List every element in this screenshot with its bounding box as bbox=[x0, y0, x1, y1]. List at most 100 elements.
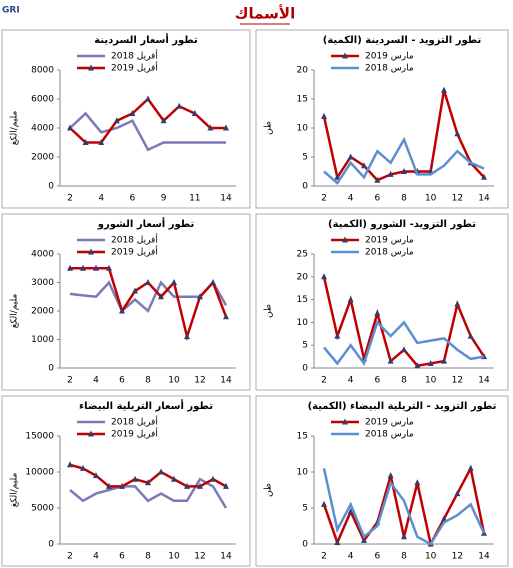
series-line bbox=[323, 320, 485, 367]
y-tick-label: 10000 bbox=[25, 468, 54, 478]
marker bbox=[197, 482, 203, 489]
x-tick-label: 6 bbox=[374, 376, 380, 386]
y-tick-label: 15 bbox=[297, 432, 308, 442]
marker bbox=[321, 500, 327, 507]
series-line bbox=[69, 477, 228, 509]
marker bbox=[158, 293, 164, 300]
chart-title: تطور أسعار الشورو bbox=[97, 217, 195, 230]
y-tick-label: 2000 bbox=[31, 153, 54, 163]
series-line bbox=[322, 468, 486, 546]
marker bbox=[387, 357, 394, 364]
chart-title: تطور التزويد- الشورو (الكمية) bbox=[328, 219, 476, 230]
marker bbox=[67, 124, 73, 131]
marker bbox=[106, 482, 112, 489]
x-tick-label: 9 bbox=[161, 194, 167, 204]
x-tick-label: 11 bbox=[189, 194, 200, 204]
marker bbox=[427, 359, 434, 366]
y-tick-label: 0 bbox=[302, 540, 308, 550]
x-tick-label: 2 bbox=[321, 552, 327, 562]
x-tick-label: 6 bbox=[130, 194, 136, 204]
chart-title: تطور أسعار السردينة bbox=[94, 33, 198, 46]
y-tick-label: 6000 bbox=[31, 95, 54, 105]
marker bbox=[80, 464, 86, 471]
x-tick-label: 12 bbox=[452, 194, 463, 204]
marker bbox=[184, 482, 190, 489]
marker bbox=[119, 307, 125, 314]
series-line bbox=[323, 136, 485, 185]
marker bbox=[321, 112, 327, 119]
marker bbox=[223, 482, 229, 489]
marker bbox=[347, 153, 354, 160]
panel-border bbox=[255, 213, 509, 391]
legend-label: مارس 2018 bbox=[365, 430, 414, 440]
marker bbox=[119, 482, 125, 489]
y-tick-label: 4000 bbox=[31, 250, 54, 260]
panel-border bbox=[255, 395, 509, 567]
marker bbox=[454, 490, 461, 497]
series-line bbox=[69, 280, 228, 314]
legend-marker bbox=[88, 248, 94, 255]
y-tick-label: 1000 bbox=[31, 335, 54, 345]
marker bbox=[223, 124, 229, 131]
marker bbox=[176, 102, 183, 109]
marker bbox=[67, 264, 73, 271]
x-tick-label: 8 bbox=[401, 194, 407, 204]
marker bbox=[171, 475, 177, 482]
page-title: الأسماك bbox=[235, 5, 296, 23]
x-tick-label: 4 bbox=[348, 552, 354, 562]
x-tick-label: 10 bbox=[168, 552, 180, 562]
series-line bbox=[70, 267, 228, 342]
y-axis-label: طن bbox=[264, 121, 274, 135]
panel-border bbox=[255, 29, 509, 209]
legend-label: أفريل 2018 bbox=[111, 50, 158, 62]
marker bbox=[321, 273, 327, 280]
y-tick-label: 5000 bbox=[31, 504, 54, 514]
x-tick-label: 14 bbox=[220, 194, 232, 204]
y-tick-label: 10 bbox=[297, 124, 309, 134]
y-axis-label: طن bbox=[264, 304, 274, 318]
y-tick-label: 0 bbox=[48, 182, 54, 192]
y-tick-label: 10 bbox=[297, 468, 309, 478]
x-tick-label: 2 bbox=[67, 376, 73, 386]
marker bbox=[197, 293, 203, 300]
y-tick-label: 4000 bbox=[31, 124, 54, 134]
legend-marker bbox=[88, 430, 94, 437]
marker bbox=[441, 515, 447, 522]
marker bbox=[441, 86, 447, 93]
y-axis-label: مليم/الكغ bbox=[10, 111, 20, 146]
legend-label: أفريل 2018 bbox=[111, 234, 158, 246]
marker bbox=[454, 130, 461, 137]
marker bbox=[210, 475, 216, 482]
y-tick-label: 5 bbox=[302, 504, 308, 514]
y-axis-label: مليم/الكغ bbox=[10, 294, 20, 329]
y-tick-label: 15 bbox=[297, 95, 308, 105]
marker bbox=[361, 162, 367, 169]
x-tick-label: 4 bbox=[98, 194, 104, 204]
x-tick-label: 12 bbox=[194, 376, 205, 386]
y-tick-label: 15 bbox=[297, 295, 308, 305]
series-line bbox=[322, 464, 486, 548]
y-tick-label: 0 bbox=[48, 364, 54, 374]
marker bbox=[171, 279, 177, 285]
panel-border bbox=[1, 213, 251, 391]
marker bbox=[374, 176, 381, 183]
marker bbox=[207, 124, 214, 131]
marker bbox=[401, 346, 407, 353]
chart-title: تطور أسعار التريلية البيضاء bbox=[79, 399, 213, 412]
x-tick-label: 6 bbox=[374, 552, 380, 562]
y-tick-label: 8000 bbox=[31, 66, 54, 76]
panel-border bbox=[1, 29, 251, 209]
x-tick-label: 4 bbox=[93, 552, 99, 562]
legend-label: مارس 2019 bbox=[365, 52, 414, 62]
marker bbox=[481, 173, 487, 180]
x-tick-label: 6 bbox=[119, 552, 125, 562]
x-tick-label: 2 bbox=[321, 376, 327, 386]
x-tick-label: 8 bbox=[401, 376, 407, 386]
marker bbox=[210, 279, 216, 285]
marker bbox=[145, 479, 151, 486]
x-tick-label: 10 bbox=[168, 376, 180, 386]
legend-marker bbox=[342, 236, 348, 243]
legend-label: أفريل 2018 bbox=[111, 416, 158, 428]
legend-label: مارس 2019 bbox=[365, 236, 414, 246]
